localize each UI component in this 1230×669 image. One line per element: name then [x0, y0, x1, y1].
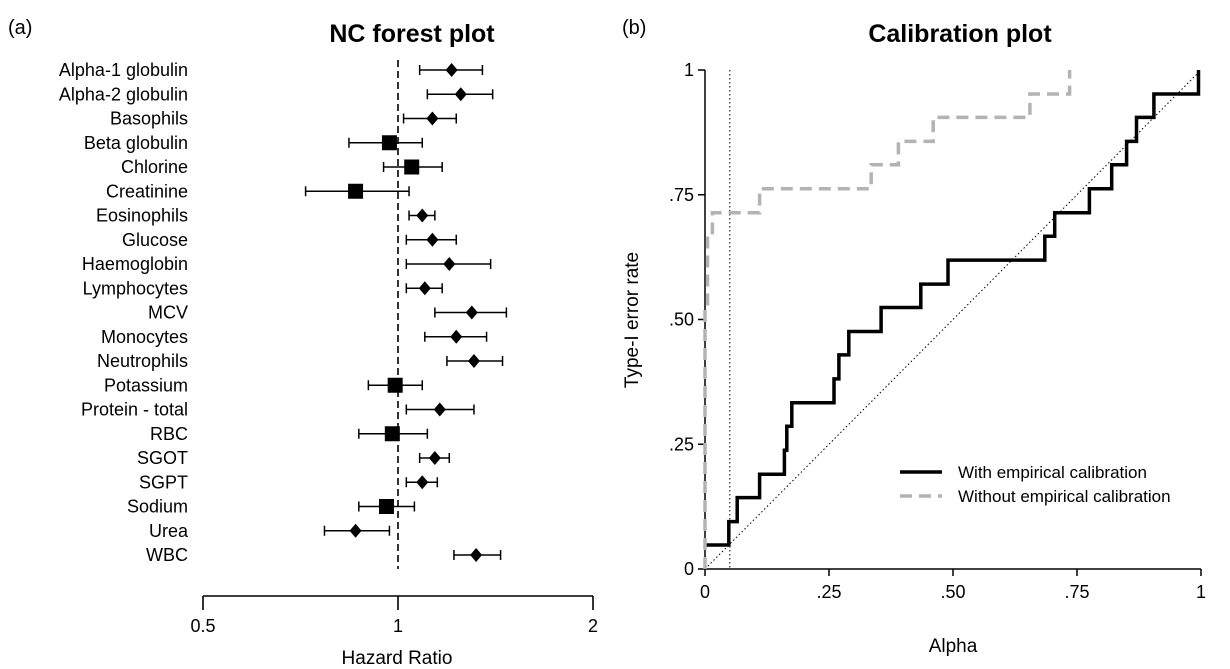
- panel-b-tag: (b): [622, 17, 646, 39]
- point-estimate-diamond: [416, 208, 429, 223]
- point-estimate-diamond: [433, 402, 446, 417]
- calibration-x-axis-label: Alpha: [929, 636, 978, 657]
- row-label: Lymphocytes: [83, 278, 188, 298]
- calibration-x-tick-label: 1: [1196, 582, 1206, 602]
- row-label: WBC: [146, 545, 188, 565]
- calibration-x-tick-label: .50: [940, 582, 965, 602]
- calibration-legend: With empirical calibration Without empir…: [900, 463, 1171, 506]
- calibration-y-tick-label: .75: [669, 185, 694, 205]
- row-label: Potassium: [104, 375, 188, 395]
- point-estimate-square: [381, 135, 397, 151]
- point-estimate-diamond: [418, 281, 431, 296]
- row-label: Neutrophils: [97, 351, 188, 371]
- row-label: Sodium: [127, 497, 188, 517]
- point-estimate-square: [384, 426, 400, 442]
- row-label: SGOT: [137, 448, 188, 468]
- forest-plot-title: NC forest plot: [329, 20, 495, 48]
- row-label: RBC: [150, 424, 188, 444]
- point-estimate-diamond: [426, 111, 439, 126]
- point-estimate-diamond: [426, 232, 439, 247]
- legend-label-uncalibrated: Without empirical calibration: [958, 487, 1171, 506]
- forest-x-tick-label: 2: [588, 616, 598, 636]
- point-estimate-diamond: [443, 257, 456, 271]
- point-estimate-diamond: [428, 451, 441, 465]
- legend-label-calibrated: With empirical calibration: [958, 463, 1147, 482]
- series-without-calibration-line: [703, 70, 1072, 569]
- row-label: Chlorine: [121, 157, 188, 177]
- row-label: Creatinine: [106, 181, 188, 201]
- calibration-y-tick-label: .50: [669, 310, 694, 330]
- row-label: Eosinophils: [96, 206, 188, 226]
- calibration-y-tick-label: .25: [669, 434, 694, 454]
- point-estimate-diamond: [349, 523, 362, 538]
- row-label: MCV: [148, 303, 188, 323]
- forest-x-tick-label: 0.5: [190, 616, 215, 636]
- calibration-y-tick-label: 0: [684, 559, 694, 579]
- point-estimate-diamond: [450, 329, 463, 344]
- point-estimate-diamond: [445, 63, 458, 77]
- calibration-plot-title: Calibration plot: [868, 20, 1052, 48]
- row-label: SGPT: [139, 472, 188, 492]
- point-estimate-diamond: [470, 548, 483, 562]
- point-estimate-diamond: [467, 354, 480, 368]
- row-label: Alpha-2 globulin: [59, 84, 188, 104]
- forest-plot-panel: (a) NC forest plot Hazard Ratio Alpha-1 …: [8, 17, 598, 669]
- series-with-calibration-line: [705, 70, 1201, 547]
- calibration-plot-panel: (b) Calibration plot Alpha Type-I error …: [622, 17, 1206, 657]
- row-label: Glucose: [122, 230, 188, 250]
- row-label: Urea: [149, 521, 189, 541]
- point-estimate-diamond: [465, 305, 478, 320]
- row-label: Protein - total: [81, 400, 188, 420]
- row-label: Beta globulin: [84, 133, 188, 153]
- calibration-y-axis-label: Type-I error rate: [622, 252, 643, 388]
- row-label: Basophils: [110, 109, 188, 129]
- row-label: Alpha-1 globulin: [59, 60, 188, 80]
- calibration-x-tick-label: .25: [816, 582, 841, 602]
- point-estimate-square: [387, 377, 403, 393]
- row-label: Monocytes: [101, 327, 188, 347]
- point-estimate-diamond: [454, 87, 467, 102]
- forest-x-tick-label: 1: [393, 616, 403, 636]
- calibration-x-tick-label: .75: [1064, 582, 1089, 602]
- point-estimate-square: [404, 159, 420, 175]
- row-label: Haemoglobin: [82, 254, 188, 274]
- point-estimate-diamond: [416, 475, 429, 490]
- point-estimate-square: [348, 183, 364, 199]
- calibration-x-tick-label: 0: [700, 582, 710, 602]
- forest-x-axis-label: Hazard Ratio: [342, 648, 453, 669]
- point-estimate-square: [379, 499, 395, 514]
- diagonal-reference-line: [704, 69, 1202, 570]
- panel-a-tag: (a): [8, 17, 32, 39]
- calibration-y-tick-label: 1: [684, 60, 694, 80]
